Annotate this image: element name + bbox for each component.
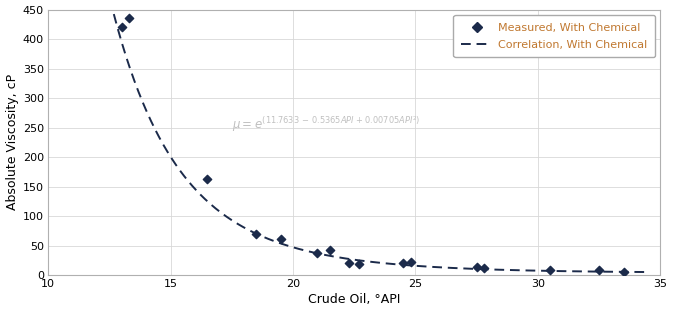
Text: $\mu = e^{(11.7633\,-\,0.5365\mathit{API}\,+0.00705\mathit{API}^2)}$: $\mu = e^{(11.7633\,-\,0.5365\mathit{API… bbox=[232, 114, 420, 134]
Correlation, With Chemical bbox=[644, 270, 652, 274]
Correlation, With Chemical bbox=[491, 268, 499, 271]
X-axis label: Crude Oil, °API: Crude Oil, °API bbox=[308, 294, 400, 306]
Correlation, With Chemical bbox=[493, 268, 501, 271]
Line: Correlation, With Chemical: Correlation, With Chemical bbox=[97, 0, 648, 272]
Measured, With Chemical bbox=[479, 266, 489, 271]
Correlation, With Chemical bbox=[311, 251, 319, 255]
Measured, With Chemical bbox=[405, 260, 416, 265]
Measured, With Chemical bbox=[398, 261, 409, 266]
Correlation, With Chemical bbox=[439, 266, 448, 269]
Measured, With Chemical bbox=[251, 231, 262, 236]
Measured, With Chemical bbox=[275, 236, 286, 241]
Measured, With Chemical bbox=[116, 25, 127, 30]
Measured, With Chemical bbox=[618, 269, 629, 274]
Measured, With Chemical bbox=[123, 16, 134, 21]
Measured, With Chemical bbox=[594, 268, 604, 273]
Correlation, With Chemical bbox=[273, 240, 281, 244]
Y-axis label: Absolute Viscosity, cP: Absolute Viscosity, cP bbox=[5, 74, 19, 210]
Legend: Measured, With Chemical, Correlation, With Chemical: Measured, With Chemical, Correlation, Wi… bbox=[454, 15, 655, 57]
Measured, With Chemical bbox=[344, 261, 355, 266]
Measured, With Chemical bbox=[202, 176, 213, 181]
Measured, With Chemical bbox=[312, 250, 323, 255]
Measured, With Chemical bbox=[471, 264, 482, 269]
Measured, With Chemical bbox=[545, 267, 556, 272]
Measured, With Chemical bbox=[324, 248, 335, 253]
Measured, With Chemical bbox=[354, 262, 365, 267]
Correlation, With Chemical bbox=[160, 143, 168, 147]
